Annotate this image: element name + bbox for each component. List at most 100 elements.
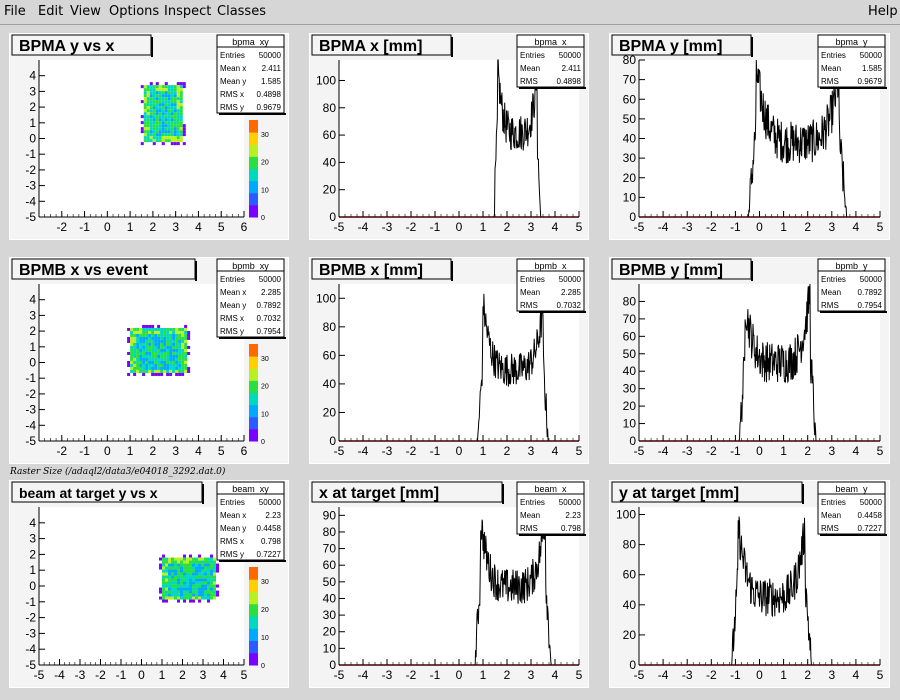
x-tick-label: 3 <box>528 444 535 458</box>
color-scale-label: 0 <box>261 215 265 222</box>
heatmap-cell <box>213 596 216 600</box>
heatmap-cell <box>174 581 177 585</box>
stats-row-label: Entries <box>520 275 545 284</box>
heatmap-cell <box>130 357 134 361</box>
heatmap-cell <box>160 354 164 358</box>
pad-beam-y[interactable]: -5 -4 -3 -2 -1 0 1 2 3 4 5 0 20 40 60 80 100 y at target … <box>609 480 890 688</box>
stats-row-value: 50000 <box>259 275 282 284</box>
pad-bpma-y[interactable]: -5 -4 -3 -2 -1 0 1 2 3 4 5 0 10 20 30 40 50 60 70 80 BPMA y … <box>609 33 890 240</box>
heatmap-cell <box>152 109 156 113</box>
stats-box-shadow <box>820 534 887 536</box>
pad-bpma-xy[interactable]: -2 -1 0 1 2 3 4 5 6 -5 -4 -3 -2 -1 0 1 2 3 4 0 10 20 30 BPMA y … <box>9 33 289 240</box>
stats-row-label: Mean x <box>220 288 246 297</box>
heatmap-cell <box>161 103 165 107</box>
menu-options[interactable]: Options <box>109 4 160 19</box>
heatmap-cell <box>184 342 188 346</box>
heatmap-cell <box>157 345 161 349</box>
y-tick-label: 3 <box>29 308 36 322</box>
heatmap-cell <box>177 563 180 567</box>
heatmap-cell <box>148 354 152 358</box>
heatmap-cell <box>148 348 152 352</box>
heatmap-cell <box>181 339 185 343</box>
pad-title: y at target [mm] <box>619 485 739 502</box>
menu-inspect[interactable]: Inspect <box>164 4 212 19</box>
menu-help[interactable]: Help <box>868 4 898 19</box>
heatmap-cell <box>167 112 171 116</box>
x-tick-label: 4 <box>552 668 559 682</box>
heatmap-cell <box>210 563 213 567</box>
heatmap-cell <box>179 121 183 125</box>
heatmap-cell <box>158 139 162 143</box>
pad-bpmb-x[interactable]: -5 -4 -3 -2 -1 0 1 2 3 4 5 0 20 40 60 80 100 BPMB x [mm] b… <box>309 257 589 464</box>
pad-beam-xy[interactable]: -5 -4 -3 -2 -1 0 1 2 3 4 5 -5 -4 -3 -2 -1 0 1 2 3 4 0 10 20 30 be… <box>9 480 289 688</box>
stats-box-shadow <box>519 534 586 536</box>
heatmap-cell <box>155 133 159 137</box>
pad-bpma-x[interactable]: -5 -4 -3 -2 -1 0 1 2 3 4 5 0 20 40 60 80 100 BPMA x [mm] b… <box>309 33 589 240</box>
menu-view[interactable]: View <box>70 4 101 19</box>
heatmap-cell <box>184 354 188 358</box>
heatmap-cell <box>149 139 153 143</box>
pad-bpmb-y[interactable]: -5 -4 -3 -2 -1 0 1 2 3 4 5 0 10 20 30 40 50 60 70 80 BPMB y … <box>609 257 890 464</box>
heatmap-cell <box>213 569 216 573</box>
y-tick-label: -1 <box>25 371 36 385</box>
heatmap-cell <box>149 82 153 86</box>
heatmap-cell <box>146 97 150 101</box>
stats-row-label: RMS y <box>220 327 244 336</box>
heatmap-cell <box>149 103 153 107</box>
heatmap-cell <box>169 348 173 352</box>
heatmap-cell <box>152 136 156 140</box>
heatmap-cell <box>160 333 164 337</box>
color-scale-segment <box>249 156 258 169</box>
heatmap-cell <box>173 130 177 134</box>
heatmap-cell <box>171 584 174 588</box>
menu-edit[interactable]: Edit <box>38 4 64 19</box>
heatmap-cell <box>149 100 153 104</box>
heatmap-cell <box>136 333 140 337</box>
heatmap-cell <box>181 372 185 376</box>
heatmap-cell <box>164 100 168 104</box>
heatmap-cell <box>154 363 158 367</box>
chart-bpmb-x: -5 -4 -3 -2 -1 0 1 2 3 4 5 0 20 40 60 80 100 BPMB x [mm] b… <box>311 258 586 458</box>
heatmap-cell <box>176 124 180 128</box>
x-tick-label: 2 <box>179 668 186 682</box>
heatmap-cell <box>151 324 155 328</box>
heatmap-cell <box>175 351 179 355</box>
heatmap-cell <box>177 578 180 582</box>
x-tick-label: 0 <box>104 220 111 234</box>
heatmap-cell <box>154 333 158 337</box>
heatmap-cell <box>152 91 156 95</box>
y-tick-label: 80 <box>623 53 637 67</box>
stats-row-value: 50000 <box>259 498 282 507</box>
heatmap-cell <box>164 94 168 98</box>
pad-beam-x[interactable]: -5 -4 -3 -2 -1 0 1 2 3 4 5 0 10 20 30 40 50 60 70 80 90 x at … <box>309 480 589 688</box>
heatmap-cell <box>179 133 183 137</box>
menu-file[interactable]: File <box>4 4 26 19</box>
heatmap-cell <box>142 372 146 376</box>
stats-row-label: RMS <box>520 524 538 533</box>
heatmap-cell <box>146 91 150 95</box>
heatmap-cell <box>127 339 131 343</box>
heatmap-cell <box>146 133 150 137</box>
heatmap-cell <box>149 127 153 131</box>
heatmap-cell <box>133 369 137 373</box>
heatmap-cell <box>167 127 171 131</box>
pad-bpmb-xy[interactable]: -2 -1 0 1 2 3 4 5 6 -5 -4 -3 -2 -1 0 1 2 3 4 0 10 20 30 BPMB x … <box>9 257 289 464</box>
menu-classes[interactable]: Classes <box>217 4 266 19</box>
heatmap-cell <box>162 578 165 582</box>
heatmap-cell <box>142 369 146 373</box>
heatmap-cell <box>168 572 171 576</box>
stats-box <box>516 34 585 88</box>
y-tick-label: -5 <box>25 434 36 448</box>
heatmap-cell <box>148 336 152 340</box>
heatmap-cell <box>192 581 195 585</box>
heatmap-cell <box>158 136 162 140</box>
canvas-area[interactable]: -2 -1 0 1 2 3 4 5 6 -5 -4 -3 -2 -1 0 1 2 3 4 0 10 20 30 BPMA y … <box>0 25 900 700</box>
heatmap-cell <box>177 557 180 561</box>
heatmap-cell <box>164 121 168 125</box>
x-tick-label: 1 <box>480 668 487 682</box>
x-tick-label: 5 <box>218 444 225 458</box>
x-tick-label: 5 <box>576 444 583 458</box>
heatmap-cell <box>161 115 165 119</box>
chart-beam-xy: -5 -4 -3 -2 -1 0 1 2 3 4 5-5-4-3-2-1012340102030be… <box>11 481 286 682</box>
heatmap-cell <box>180 563 183 567</box>
